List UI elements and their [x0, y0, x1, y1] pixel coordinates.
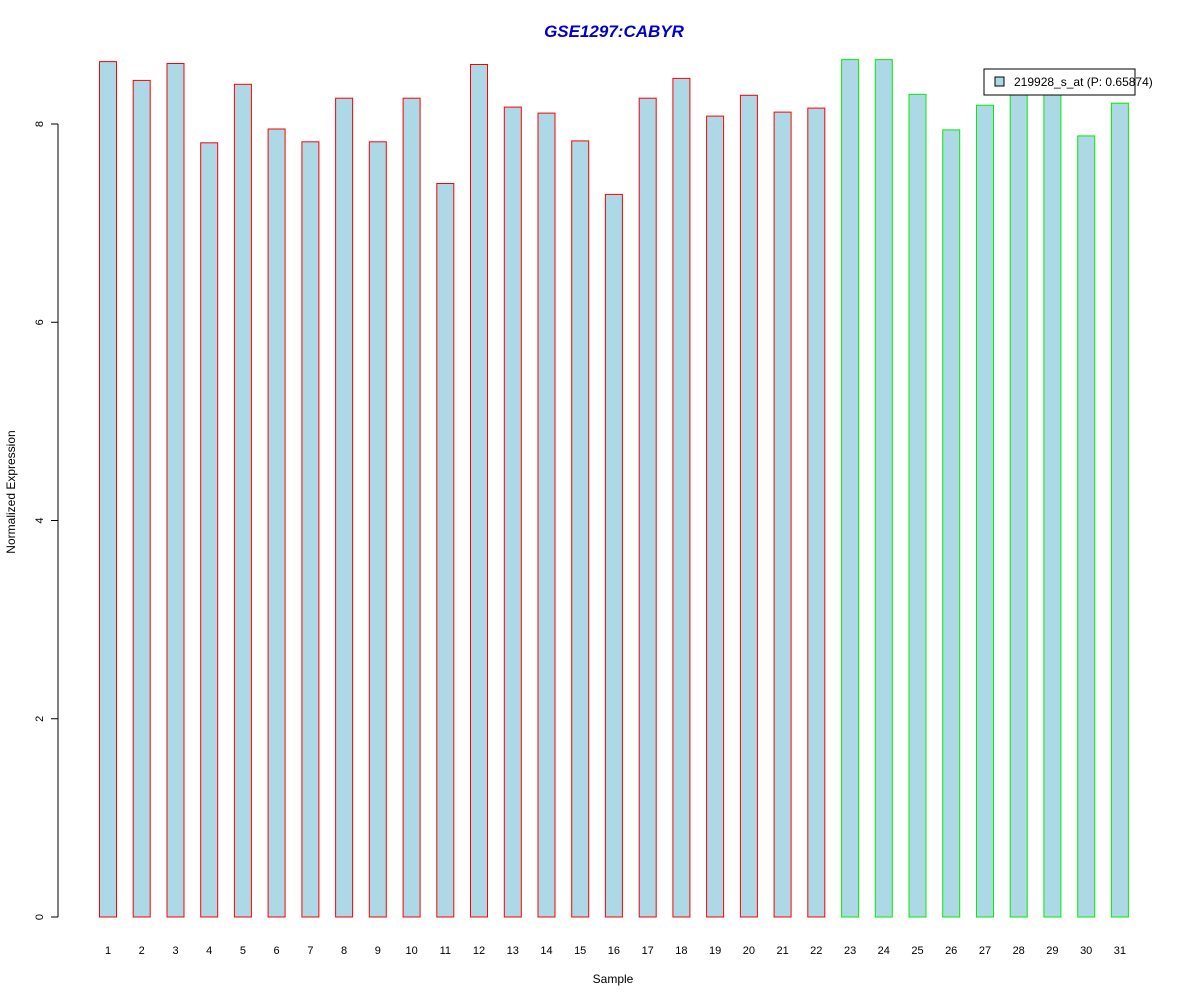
x-tick-label: 18 [675, 945, 687, 957]
y-tick-label: 4 [34, 517, 46, 523]
bar-sample-7 [301, 141, 320, 918]
x-tick-label: 28 [1013, 945, 1025, 957]
bar-sample-6 [267, 128, 286, 918]
y-tick-label: 0 [34, 914, 46, 920]
y-tick-label: 2 [34, 716, 46, 722]
bar-sample-21 [773, 111, 792, 918]
bar-sample-27 [976, 104, 994, 918]
bar-sample-24 [874, 59, 893, 918]
legend-box [983, 68, 1136, 96]
bar-sample-25 [908, 93, 927, 918]
x-tick-label: 10 [405, 945, 417, 957]
bar-sample-31 [1110, 102, 1129, 918]
bar-sample-16 [604, 193, 623, 918]
bar-sample-28 [1009, 91, 1028, 918]
x-tick-label: 13 [507, 945, 519, 957]
bar-sample-17 [638, 97, 657, 918]
bar-sample-11 [436, 183, 455, 918]
x-tick-label: 19 [709, 945, 721, 957]
bar-sample-9 [368, 141, 387, 918]
x-tick-label: 22 [810, 945, 822, 957]
x-tick-label: 25 [911, 945, 923, 957]
x-tick-label: 5 [240, 945, 246, 957]
bar-sample-19 [706, 115, 725, 918]
y-tick-label: 6 [34, 319, 46, 325]
y-axis: 0 2 4 6 8 [34, 121, 59, 920]
bar-sample-12 [470, 64, 488, 918]
x-tick-label: 4 [206, 945, 212, 957]
bar-sample-5 [233, 83, 252, 918]
x-tick-label: 31 [1114, 945, 1126, 957]
x-tick-label: 15 [574, 945, 586, 957]
bar-sample-14 [537, 112, 556, 918]
x-tick-label: 6 [274, 945, 280, 957]
bar-sample-4 [200, 142, 219, 918]
bar-sample-1 [99, 61, 117, 918]
legend-label: 219928_s_at (P: 0.65874) [1014, 75, 1153, 89]
y-tick-label: 8 [34, 121, 46, 127]
bars [99, 59, 1129, 918]
x-tick-label: 12 [473, 945, 485, 957]
x-tick-label: 11 [440, 945, 451, 957]
x-tick-label: 3 [172, 945, 178, 957]
x-tick-label: 9 [375, 945, 381, 957]
x-tick-label: 26 [945, 945, 957, 957]
bar-sample-13 [503, 106, 522, 918]
x-tick-label: 24 [878, 945, 890, 957]
x-tick-label: 16 [608, 945, 620, 957]
x-tick-label: 23 [844, 945, 856, 957]
x-axis-label: Sample [593, 972, 634, 986]
x-tick-labels: 1 2 3 4 5 6 7 8 9 10 11 12 13 14 15 16 17 18 19 20 21 22 23 24 2… [105, 945, 1126, 957]
bar-sample-20 [739, 94, 758, 918]
x-tick-label: 2 [139, 945, 145, 957]
bar-sample-3 [166, 63, 185, 918]
bar-sample-15 [571, 140, 590, 918]
x-tick-label: 1 [105, 945, 111, 957]
bar-sample-18 [672, 77, 691, 918]
x-tick-label: 8 [341, 945, 347, 957]
bar-sample-29 [1043, 93, 1062, 918]
legend: 219928_s_at (P: 0.65874) [983, 68, 1153, 96]
legend-swatch [994, 76, 1005, 87]
bar-sample-23 [841, 59, 860, 918]
x-tick-label: 17 [642, 945, 654, 957]
x-tick-label: 27 [979, 945, 991, 957]
bar-sample-22 [807, 107, 826, 918]
bar-sample-8 [335, 97, 354, 918]
x-tick-label: 21 [776, 945, 788, 957]
bar-sample-2 [132, 79, 151, 918]
bar-sample-26 [942, 129, 961, 918]
x-tick-label: 7 [307, 945, 313, 957]
chart-title: GSE1297:CABYR [544, 22, 685, 41]
y-axis-label: Normalized Expression [4, 430, 18, 553]
bar-sample-30 [1077, 135, 1096, 918]
x-tick-label: 29 [1046, 945, 1058, 957]
bar-sample-10 [402, 97, 421, 918]
x-tick-label: 30 [1080, 945, 1092, 957]
x-tick-label: 14 [540, 945, 552, 957]
x-tick-label: 20 [743, 945, 755, 957]
